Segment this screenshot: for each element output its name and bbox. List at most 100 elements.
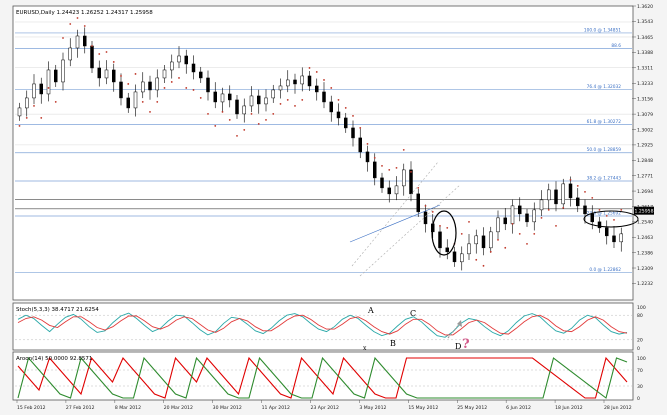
sar-dot bbox=[105, 51, 108, 53]
sar-dot bbox=[620, 208, 623, 211]
candle bbox=[423, 204, 428, 233]
x-tick-label: 11 Apr 2012 bbox=[262, 405, 290, 411]
x-tick-label: 18 Jun 2012 bbox=[555, 405, 583, 411]
candle bbox=[213, 82, 217, 109]
annotation-letter: D bbox=[455, 342, 461, 351]
sar-dot bbox=[250, 113, 253, 115]
sar-dot bbox=[460, 232, 463, 235]
candle bbox=[249, 86, 254, 113]
y-tick-label: 1.2848 bbox=[637, 158, 653, 164]
candle bbox=[525, 208, 529, 227]
fib-level-label: 76.4 @ 1.32032 bbox=[587, 84, 622, 90]
candle bbox=[539, 190, 544, 217]
candle bbox=[104, 60, 109, 85]
aroon-title: Aroon(14) 50.0000 92.8571 bbox=[16, 356, 92, 362]
sar-dot bbox=[446, 226, 449, 229]
sar-dot bbox=[468, 220, 470, 223]
stoch-y-label: 0 bbox=[637, 346, 640, 352]
candle bbox=[242, 98, 246, 123]
price-marker-label: 1.25958 bbox=[635, 209, 654, 215]
price-marker-box bbox=[634, 206, 654, 215]
y-tick-label: 1.3233 bbox=[637, 81, 653, 87]
sar-dot bbox=[562, 206, 565, 209]
candle bbox=[445, 239, 449, 260]
aroon-y-label: 0 bbox=[637, 396, 640, 402]
stoch-y-label: 20 bbox=[637, 338, 643, 344]
fib-level-label: 100.0 @ 1.34851 bbox=[584, 27, 621, 33]
y-tick-label: 1.3388 bbox=[637, 50, 653, 56]
candle bbox=[206, 70, 210, 101]
candle bbox=[148, 75, 152, 100]
y-tick-label: 1.3543 bbox=[637, 19, 653, 25]
y-tick-label: 1.3311 bbox=[637, 66, 653, 72]
sar-dot bbox=[395, 166, 398, 169]
sar-dot bbox=[272, 113, 275, 115]
y-tick-label: 1.2540 bbox=[637, 220, 653, 226]
y-tick-label: 1.3079 bbox=[637, 112, 653, 118]
candle bbox=[416, 188, 420, 217]
candle bbox=[184, 49, 188, 74]
candle bbox=[61, 52, 65, 91]
sar-dot bbox=[584, 190, 586, 193]
sar-dot bbox=[286, 99, 289, 101]
sar-dot bbox=[127, 83, 130, 85]
sar-dot bbox=[76, 17, 79, 19]
sar-dot bbox=[540, 216, 543, 219]
candle bbox=[583, 199, 587, 224]
sar-dot bbox=[576, 184, 579, 187]
candle bbox=[191, 55, 196, 80]
candle bbox=[307, 70, 312, 91]
candle bbox=[112, 63, 116, 92]
sar-dot bbox=[112, 61, 115, 63]
sar-dot bbox=[605, 214, 608, 217]
candle bbox=[46, 61, 51, 102]
candle bbox=[257, 89, 261, 114]
price-label-ellipse bbox=[583, 210, 639, 228]
x-tick-label: 25 May 2012 bbox=[457, 405, 487, 411]
sar-dot bbox=[598, 208, 601, 211]
x-tick-label: 30 Mar 2012 bbox=[213, 405, 242, 411]
channel-upper-line bbox=[351, 161, 439, 267]
sar-dot bbox=[482, 264, 485, 267]
stoch-line bbox=[17, 314, 628, 336]
sar-dot bbox=[163, 87, 166, 89]
candle bbox=[235, 94, 239, 119]
sar-dot bbox=[439, 224, 441, 227]
candle bbox=[170, 54, 174, 79]
main-layer: 100.0 @ 1.34851 88.6 76.4 @ 1.32032 61.8 @ … bbox=[15, 17, 639, 277]
candle bbox=[68, 38, 72, 67]
trend-line bbox=[349, 204, 441, 243]
fib-level-label: 88.6 bbox=[611, 43, 621, 49]
candle bbox=[351, 120, 355, 147]
y-tick-label: 1.3002 bbox=[637, 127, 653, 133]
fib-level-label: 61.8 @ 1.30272 bbox=[587, 119, 622, 125]
sar-dot bbox=[591, 196, 594, 199]
aroon-panel-frame bbox=[12, 351, 634, 401]
y-tick-label: 1.3465 bbox=[637, 35, 653, 41]
candle bbox=[119, 73, 123, 106]
stoch-panel-frame bbox=[12, 302, 634, 351]
sar-dot bbox=[69, 23, 72, 25]
sar-dot bbox=[236, 135, 238, 137]
sar-dot bbox=[359, 127, 362, 129]
sar-dot bbox=[388, 168, 391, 171]
sar-dot bbox=[214, 125, 217, 127]
sar-dot bbox=[207, 113, 209, 115]
highlight-ellipse bbox=[431, 210, 457, 256]
candle bbox=[278, 78, 283, 99]
arrow-head-icon bbox=[457, 320, 462, 327]
fib-level-label: 50.0 @ 1.28859 bbox=[587, 147, 622, 153]
y-tick-label: 1.3620 bbox=[637, 4, 653, 10]
sar-dot bbox=[381, 164, 383, 167]
sar-dot bbox=[511, 222, 514, 225]
sar-dot bbox=[192, 89, 195, 91]
sar-dot bbox=[199, 97, 202, 99]
axis-layer: 1.25958 1.3620 1.3543 1.3465 1.3388 1.3311 1.3… bbox=[16, 4, 654, 411]
candle bbox=[155, 69, 159, 98]
sar-dot bbox=[504, 246, 507, 249]
candle bbox=[322, 82, 326, 109]
sar-dot bbox=[344, 107, 347, 109]
sar-dot bbox=[569, 178, 572, 181]
y-tick-label: 1.3156 bbox=[637, 97, 653, 103]
